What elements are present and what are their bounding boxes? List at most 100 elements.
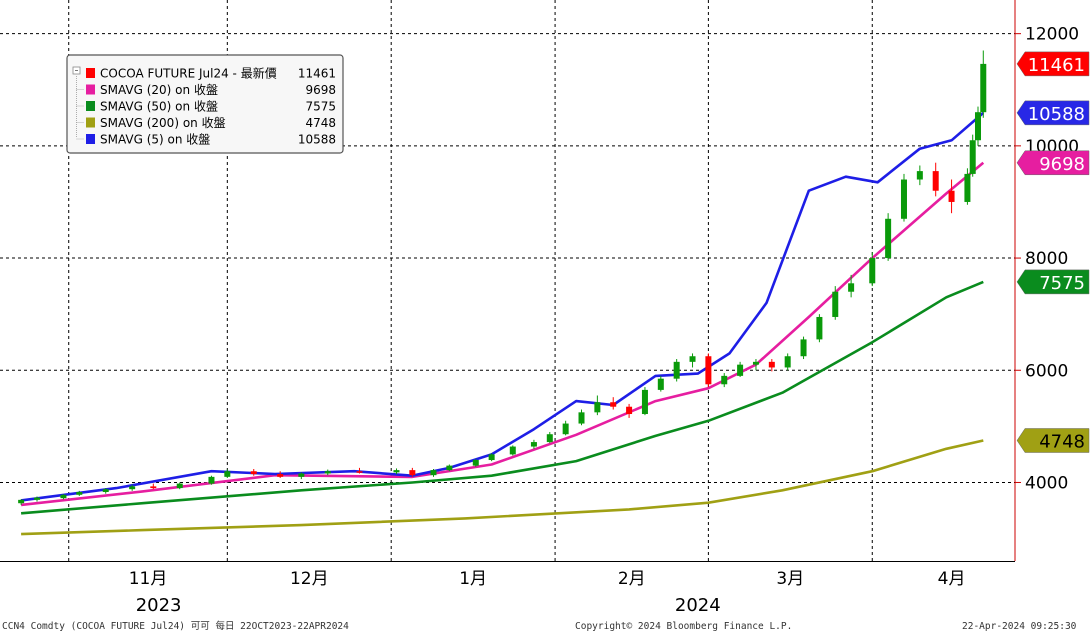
footer-left: CCN4 Comdty (COCOA FUTURE Jul24) 可可 每日 2… xyxy=(2,620,349,632)
tag-label: 7575 xyxy=(1039,273,1085,294)
last-value-tag: 10588 xyxy=(1016,100,1090,126)
legend-label: SMAVG (50) on 收盤 xyxy=(100,100,218,114)
tag-background xyxy=(1016,150,1090,176)
candle xyxy=(641,387,648,416)
candle-body xyxy=(832,291,839,317)
legend: COCOA FUTURE Jul24 - 最新價 11461 SMAVG (20) … xyxy=(66,54,344,154)
series-line xyxy=(21,439,984,536)
candle xyxy=(430,468,437,477)
candle xyxy=(974,106,981,146)
tag-label: 4748 xyxy=(1039,431,1085,452)
legend-label: SMAVG (5) on 收盤 xyxy=(100,133,210,147)
legend-label: SMAVG (20) on 收盤 xyxy=(100,83,218,97)
legend-value: 4748 xyxy=(305,116,336,130)
candle xyxy=(594,395,601,416)
candle xyxy=(129,484,136,491)
candle xyxy=(657,375,664,392)
candle xyxy=(578,409,585,426)
candle-body xyxy=(356,471,363,473)
candle xyxy=(689,353,696,368)
x-month-label: 12月 xyxy=(290,569,329,589)
legend-swatch xyxy=(86,117,95,128)
candle-body xyxy=(737,364,744,376)
candle xyxy=(446,464,453,472)
candle-body xyxy=(393,470,400,473)
candle xyxy=(800,336,807,360)
legend-label: SMAVG (200) on 收盤 xyxy=(100,116,226,130)
candle xyxy=(176,482,183,490)
candle xyxy=(224,469,231,478)
tag-label: 9698 xyxy=(1039,154,1085,175)
candle-body xyxy=(76,491,83,495)
legend-value: 11461 xyxy=(298,67,336,81)
candle xyxy=(784,353,791,371)
candle-body xyxy=(409,470,416,476)
candle xyxy=(324,469,331,476)
candles xyxy=(18,50,987,505)
legend-swatch xyxy=(86,84,95,95)
candle-body xyxy=(816,316,823,340)
legend-swatch xyxy=(86,101,95,111)
footer-copyright: Copyright© 2024 Bloomberg Finance L.P. xyxy=(575,621,792,632)
candle-body xyxy=(176,483,183,489)
candle-body xyxy=(488,454,495,461)
candle-body xyxy=(916,171,923,180)
candle-body xyxy=(562,423,569,435)
candle xyxy=(900,173,907,222)
legend-swatch xyxy=(86,134,95,144)
candle-body xyxy=(641,389,648,415)
candle-body xyxy=(34,497,41,500)
legend-value: 9698 xyxy=(305,83,336,97)
candle-body xyxy=(298,473,305,477)
candle xyxy=(530,439,537,449)
candle-body xyxy=(869,258,876,284)
candle xyxy=(18,499,25,505)
x-axis-months: 11月 12月 1月 2月 3月 4月 2023 2024 xyxy=(129,569,966,616)
legend-box xyxy=(66,54,344,154)
candle xyxy=(298,472,305,480)
candle xyxy=(277,471,284,478)
candle xyxy=(885,213,892,261)
candle xyxy=(816,314,823,343)
candle-body xyxy=(224,471,231,477)
candle-body xyxy=(657,378,664,390)
candle-body xyxy=(18,499,25,504)
candle xyxy=(969,134,976,177)
candle xyxy=(60,494,67,500)
tag-background xyxy=(1016,51,1090,77)
candle xyxy=(356,467,363,474)
candle xyxy=(848,274,855,298)
candle xyxy=(102,488,109,494)
candle xyxy=(472,458,479,467)
candle xyxy=(626,403,633,418)
candle xyxy=(721,373,728,388)
candle xyxy=(150,483,157,490)
candle-body xyxy=(848,283,855,292)
candle xyxy=(948,179,955,214)
x-year-label: 2023 xyxy=(136,595,182,616)
candle-body xyxy=(530,442,537,447)
last-value-tag: 9698 xyxy=(1016,150,1090,176)
candle xyxy=(610,397,617,410)
last-value-tag: 4748 xyxy=(1016,428,1090,453)
x-month-label: 2月 xyxy=(618,569,646,589)
candle-body xyxy=(932,171,939,191)
candle xyxy=(980,50,987,118)
candle-body xyxy=(800,339,807,357)
candle-body xyxy=(60,494,67,499)
y-tick-label: 8000 xyxy=(1025,249,1068,269)
candle-body xyxy=(974,112,981,141)
legend-value: 10588 xyxy=(298,133,336,147)
tag-background xyxy=(1016,269,1090,295)
y-tick-label: 6000 xyxy=(1025,361,1068,381)
x-year-label: 2024 xyxy=(675,595,721,616)
last-value-tag: 11461 xyxy=(1016,51,1090,77)
candle-body xyxy=(208,476,215,484)
candle-body xyxy=(752,361,759,365)
candle-body xyxy=(277,474,284,477)
candle-body xyxy=(594,402,601,413)
candle xyxy=(546,431,553,444)
legend-label: COCOA FUTURE Jul24 - 最新價 xyxy=(100,66,277,81)
last-value-tag: 7575 xyxy=(1016,269,1090,295)
candle xyxy=(737,361,744,377)
